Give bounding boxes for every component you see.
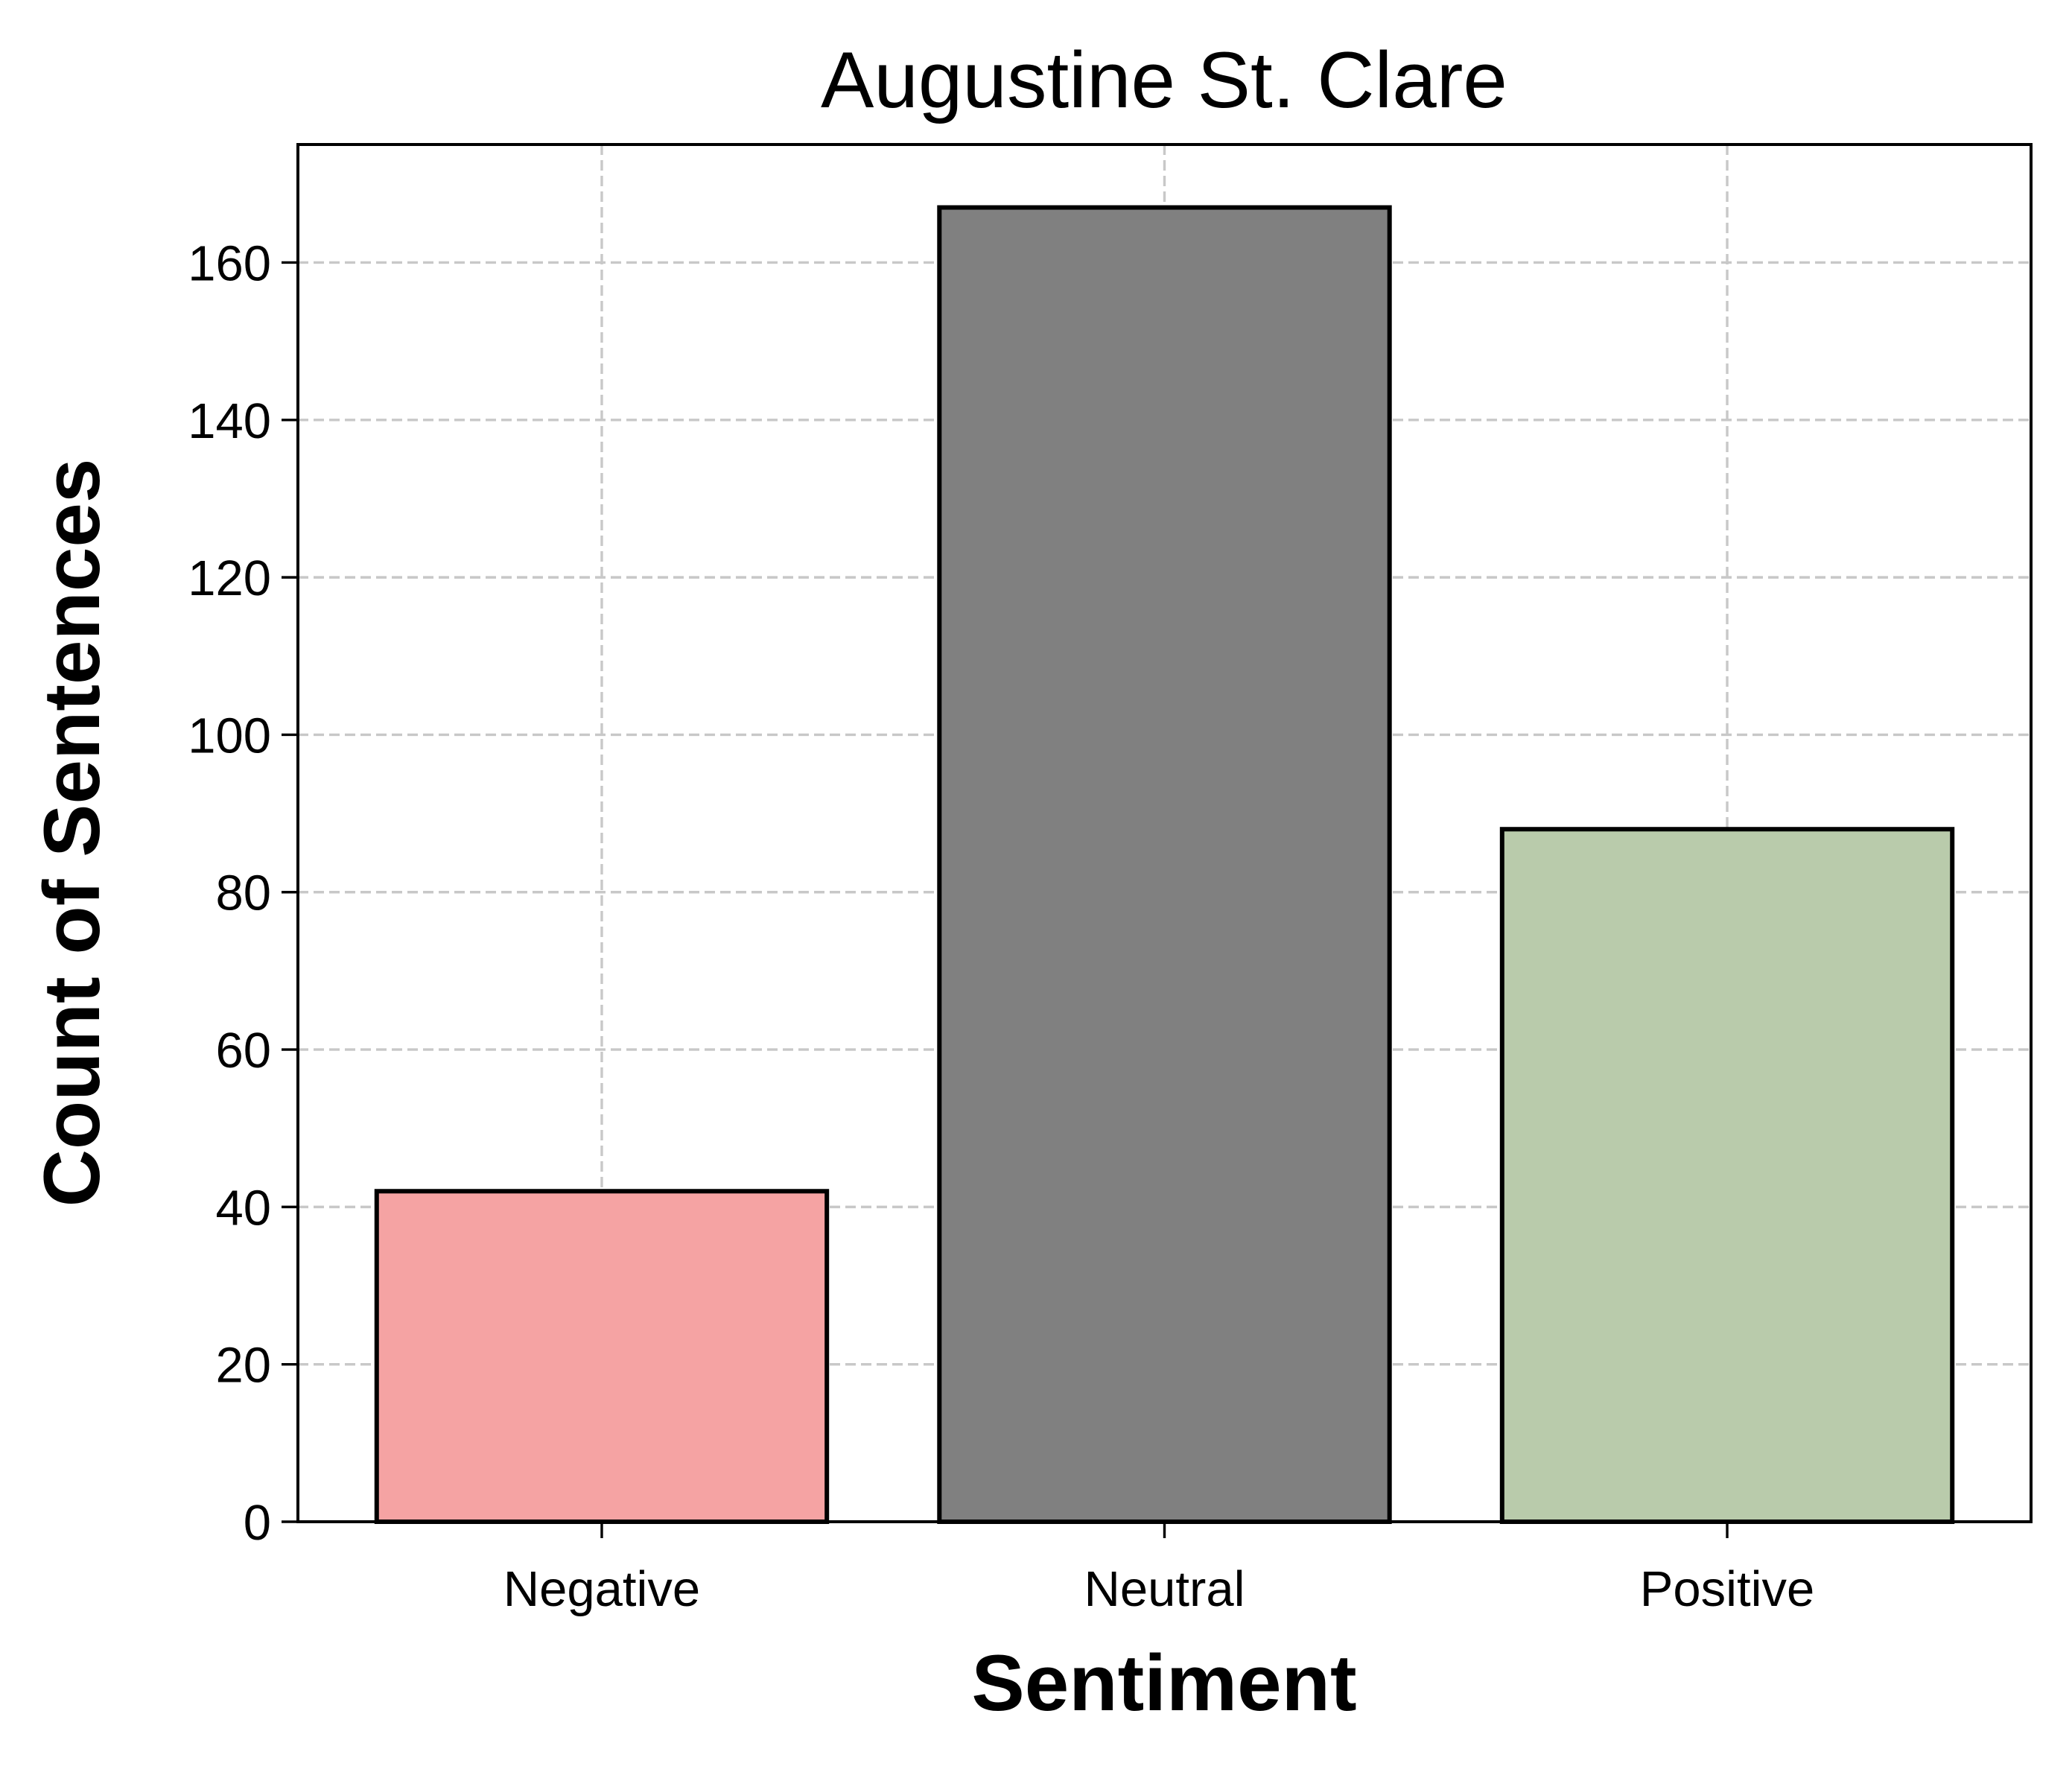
y-tick-label: 0 — [244, 1495, 271, 1551]
y-tick-label: 20 — [215, 1338, 271, 1394]
y-axis-ticks: 0 20 40 60 80 100 120 140 160 — [188, 235, 298, 1551]
bar-negative — [374, 1189, 830, 1524]
y-axis-label: Count of Sentences — [27, 459, 116, 1207]
x-tick-label: Neutral — [1084, 1561, 1245, 1617]
x-axis-ticks: Negative Neutral Positive — [503, 1522, 1815, 1617]
x-tick-label: Negative — [503, 1561, 700, 1617]
y-tick-label: 100 — [188, 708, 271, 763]
y-tick-label: 140 — [188, 393, 271, 449]
chart-title: Augustine St. Clare — [821, 35, 1507, 124]
y-tick-label: 60 — [215, 1023, 271, 1079]
x-axis-label: Sentiment — [971, 1638, 1356, 1727]
bar-positive — [1499, 827, 1955, 1524]
bars — [374, 205, 1955, 1524]
x-tick-label: Positive — [1640, 1561, 1815, 1617]
y-tick-label: 120 — [188, 550, 271, 606]
y-tick-label: 80 — [215, 866, 271, 921]
y-tick-label: 40 — [215, 1180, 271, 1236]
bar-neutral — [937, 205, 1392, 1524]
y-tick-label: 160 — [188, 235, 271, 291]
